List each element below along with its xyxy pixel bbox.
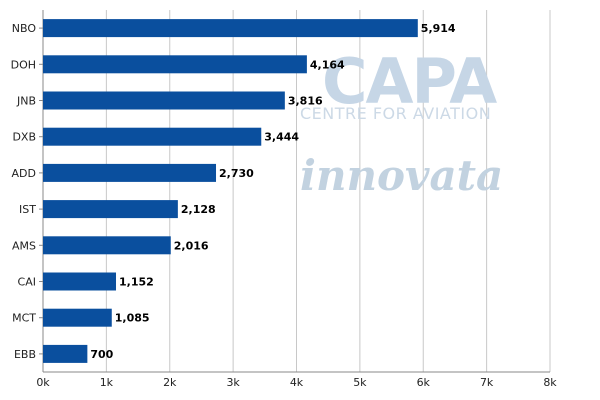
bars bbox=[43, 19, 418, 363]
data-label: 2,730 bbox=[219, 167, 254, 180]
data-labels: 5,914 4,164 3,816 3,444 2,730 2,128 2,016 1,152… bbox=[90, 22, 456, 361]
category-label: JNB bbox=[16, 95, 36, 108]
bar-mct bbox=[43, 308, 112, 327]
data-label: 3,816 bbox=[288, 95, 323, 108]
category-label: DOH bbox=[11, 58, 36, 71]
category-label: NBO bbox=[12, 22, 37, 35]
bar-nbo bbox=[43, 19, 418, 38]
x-tick-label: 7k bbox=[480, 376, 494, 389]
bar-jnb bbox=[43, 91, 285, 110]
category-label: IST bbox=[19, 203, 36, 216]
bar-dxb bbox=[43, 127, 262, 146]
data-label: 2,016 bbox=[174, 239, 209, 252]
data-label: 1,152 bbox=[119, 276, 154, 289]
x-tick-label: 0k bbox=[36, 376, 50, 389]
bar-doh bbox=[43, 55, 307, 74]
x-tick-label: 2k bbox=[163, 376, 177, 389]
x-tick-label: 5k bbox=[353, 376, 367, 389]
category-label: MCT bbox=[12, 312, 36, 325]
x-tick-labels: 0k 1k 2k 3k 4k 5k 6k 7k 8k bbox=[36, 376, 557, 389]
data-label: 1,085 bbox=[115, 312, 150, 325]
category-labels: NBO DOH JNB DXB ADD IST AMS CAI MCT EBB bbox=[11, 22, 37, 361]
category-label: DXB bbox=[12, 131, 36, 144]
x-tick-label: 4k bbox=[290, 376, 304, 389]
category-label: EBB bbox=[14, 348, 36, 361]
bar-cai bbox=[43, 272, 117, 291]
category-label: ADD bbox=[12, 167, 36, 180]
x-tick-label: 6k bbox=[417, 376, 431, 389]
category-label: CAI bbox=[18, 276, 36, 289]
data-label: 4,164 bbox=[310, 58, 345, 71]
data-label: 700 bbox=[90, 348, 113, 361]
x-tick-label: 3k bbox=[226, 376, 240, 389]
bar-ams bbox=[43, 236, 171, 255]
data-label: 3,444 bbox=[264, 131, 299, 144]
data-label: 5,914 bbox=[421, 22, 456, 35]
bar-add bbox=[43, 163, 217, 182]
capa-watermark: CAPA bbox=[322, 45, 497, 118]
capa-watermark-subtitle: CENTRE FOR AVIATION bbox=[300, 104, 491, 123]
bar-ebb bbox=[43, 344, 88, 363]
bar-ist bbox=[43, 200, 178, 219]
x-tick-label: 1k bbox=[100, 376, 114, 389]
watermark: CAPA CENTRE FOR AVIATION innovata bbox=[300, 45, 503, 200]
data-label: 2,128 bbox=[181, 203, 216, 216]
category-label: AMS bbox=[12, 239, 36, 252]
innovata-watermark: innovata bbox=[300, 151, 503, 200]
x-tick-label: 8k bbox=[543, 376, 557, 389]
